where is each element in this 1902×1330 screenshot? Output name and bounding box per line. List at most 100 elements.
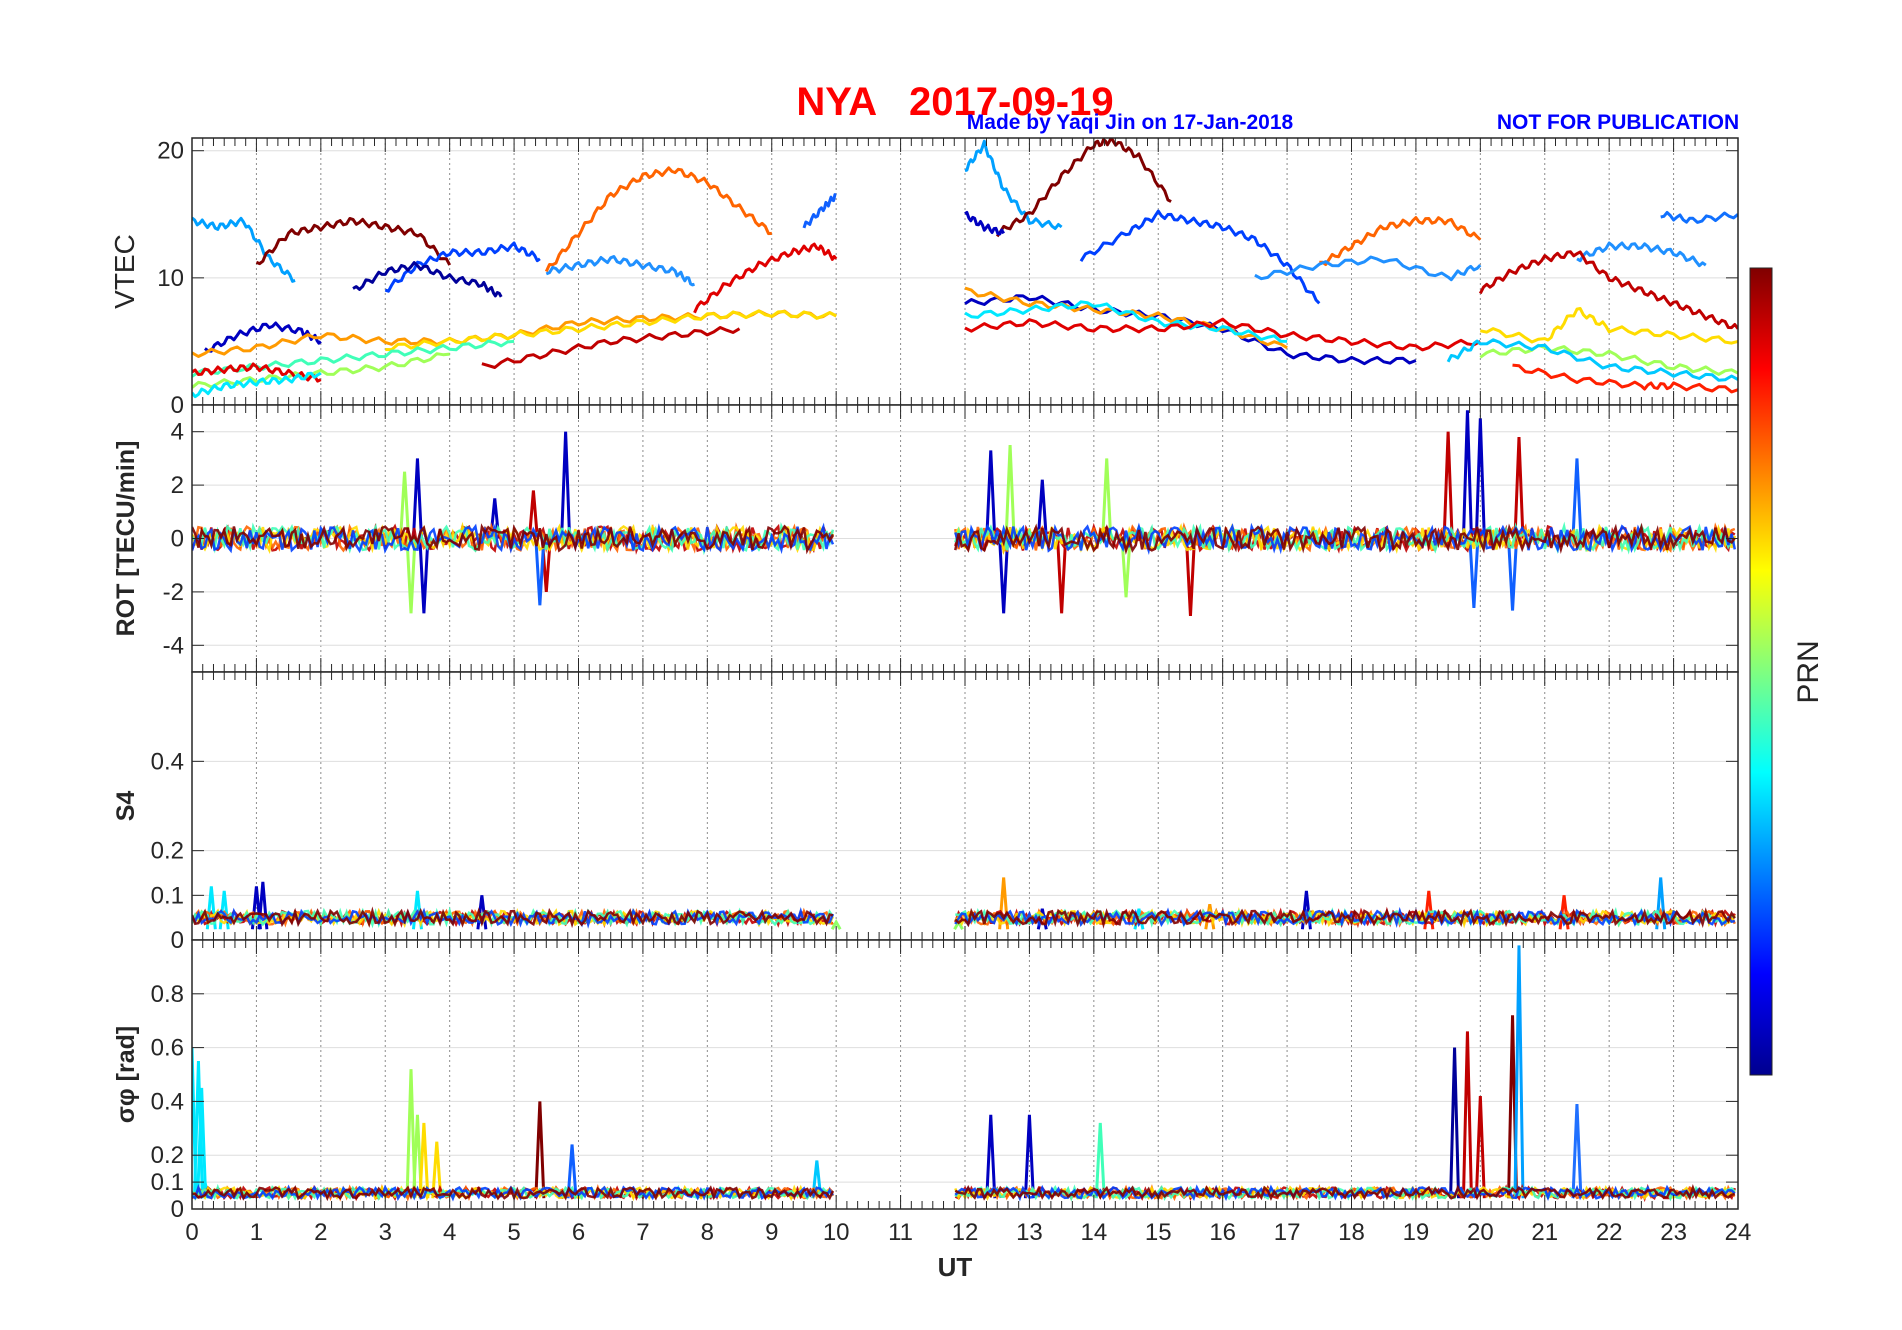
x-tick-label: 7: [636, 1219, 649, 1246]
spike-mark: [1474, 1095, 1486, 1199]
panel-vtec: 0 10 20 VTEC: [109, 137, 1739, 419]
colorbar-label: PRN: [1792, 640, 1825, 703]
x-tick-label: 21: [1531, 1219, 1558, 1246]
vtec-series-line: [385, 309, 837, 352]
spike-mark: [1184, 538, 1196, 617]
vtec-series-line: [255, 217, 452, 266]
panel-rot: -4 -2 0 2 4 ROT [TECU/min]: [112, 404, 1739, 673]
vtec-series-line: [192, 371, 322, 399]
vtec-series-line: [192, 216, 296, 283]
vtec-series-line: [1479, 343, 1738, 376]
spike-mark: [1571, 1104, 1583, 1199]
not-for-publication-text: NOT FOR PUBLICATION: [1497, 111, 1739, 134]
x-tick-label: 9: [765, 1219, 778, 1246]
vtec-series-line: [1319, 216, 1482, 266]
vtec-series-line: [1079, 209, 1321, 305]
spike-mark: [1507, 538, 1519, 611]
spike-mark: [998, 538, 1010, 614]
panel-sigma_phi: 00.10.2 0.4 0.6 0.8 σφ [rad]: [112, 939, 1739, 1223]
series-group: [192, 945, 1736, 1203]
y-tick-label: 0: [171, 1196, 184, 1223]
x-axis-label: UT: [938, 1252, 973, 1282]
spike-mark: [830, 919, 842, 931]
prn-colorbar: PRN: [1749, 267, 1825, 1076]
vtec-series-line: [544, 166, 772, 273]
noise-trace: [954, 1184, 1736, 1201]
spike-mark: [192, 1061, 204, 1199]
x-tick-label: 2: [314, 1219, 327, 1246]
noise-trace: [954, 522, 1736, 555]
panel-s4: 0 0.1 0.2 0.4 S4: [112, 671, 1739, 954]
spike-mark: [1023, 1114, 1035, 1199]
spike-mark: [1101, 458, 1113, 539]
x-tick-label: 24: [1725, 1219, 1752, 1246]
y-tick-label: 0.4: [151, 748, 184, 775]
spike-mark: [1120, 538, 1132, 598]
spike-mark: [560, 431, 572, 539]
vtec-series-line: [1446, 338, 1738, 382]
spike-mark: [1004, 444, 1016, 539]
x-tick-labels: 0 1 2 3 4 5 6 7 8 9 10 11 12 13 14 15 16 17 18 19 20 21 22 23 24: [185, 1219, 1751, 1246]
x-tick-label: 11: [888, 1219, 913, 1246]
vtec-series-line: [481, 326, 741, 369]
noise-trace: [192, 906, 834, 929]
spike-mark: [418, 1122, 430, 1199]
x-tick-label: 16: [1209, 1219, 1236, 1246]
vtec-series-line: [802, 193, 837, 229]
vtec-series-line: [1480, 307, 1738, 345]
spike-mark: [534, 538, 546, 606]
x-tick-label: 13: [1016, 1219, 1043, 1246]
vtec-series-line: [1576, 241, 1707, 268]
series-group: [192, 138, 1738, 399]
y-tick-label: 0.1: [151, 882, 184, 909]
vtec-series-line: [204, 321, 322, 353]
spike-mark: [1036, 479, 1048, 539]
noise-trace: [192, 906, 835, 929]
spike-mark: [811, 1160, 823, 1199]
spike-mark: [1056, 538, 1068, 614]
vtec-series-line: [964, 139, 1063, 230]
y-tick-label: 0.8: [151, 981, 184, 1008]
x-tick-label: 3: [379, 1219, 392, 1246]
vtec-series-line: [964, 317, 1482, 352]
noise-trace: [954, 907, 1736, 929]
y-tick-label: -2: [163, 579, 184, 606]
spike-mark: [985, 1114, 997, 1199]
panel-background: [192, 138, 1738, 405]
spike-mark: [1513, 945, 1525, 1199]
noise-band: [192, 1183, 1736, 1203]
x-tick-label: 19: [1403, 1219, 1430, 1246]
series-group: [192, 410, 1737, 617]
spike-mark: [196, 1087, 208, 1199]
spike-mark: [418, 538, 430, 614]
figure-title: NYA 2017-09-19: [796, 80, 1113, 124]
vtec-series-line: [1254, 255, 1482, 282]
x-tick-label: 0: [185, 1219, 198, 1246]
spike-mark: [431, 1141, 443, 1199]
spike-mark: [1442, 431, 1454, 539]
x-tick-label: 4: [443, 1219, 456, 1246]
spike-mark: [534, 1101, 546, 1199]
spike-mark: [1094, 1122, 1106, 1199]
vtec-series-line: [693, 242, 838, 314]
y-tick-label: 0: [171, 526, 184, 553]
y-tick-label: 2: [171, 472, 184, 499]
noise-trace: [192, 1185, 835, 1202]
y-tick-label: 0.2: [151, 1142, 184, 1169]
y-axis-label-rot: ROT [TECU/min]: [112, 441, 140, 637]
spike-mark: [405, 1069, 417, 1199]
y-tick-label: 0.2: [151, 838, 184, 865]
noise-trace: [954, 522, 1737, 556]
noise-trace: [192, 523, 834, 555]
x-tick-label: 15: [1145, 1219, 1172, 1246]
x-tick-label: 8: [701, 1219, 714, 1246]
y-tick-label: 0: [171, 927, 184, 954]
x-tick-label: 23: [1660, 1219, 1687, 1246]
spike-mark: [1468, 538, 1480, 609]
spike-mark: [1571, 458, 1583, 539]
vtec-series-line: [352, 261, 503, 298]
vtec-series-line: [964, 294, 1417, 366]
x-tick-label: 22: [1596, 1219, 1623, 1246]
